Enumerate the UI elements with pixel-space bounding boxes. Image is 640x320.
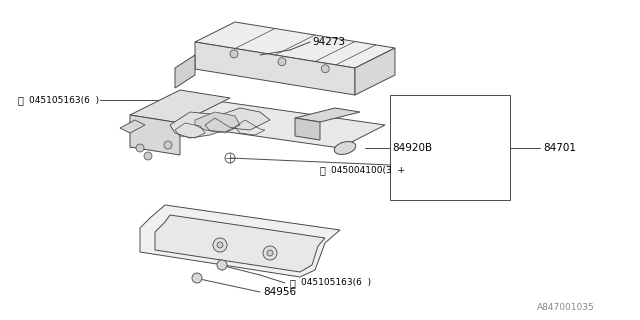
- Bar: [390, 95, 510, 200]
- Circle shape: [217, 242, 223, 248]
- Polygon shape: [295, 118, 320, 140]
- Circle shape: [278, 58, 286, 66]
- Polygon shape: [155, 215, 325, 272]
- Circle shape: [267, 250, 273, 256]
- Text: A847001035: A847001035: [537, 303, 595, 312]
- Text: 84701: 84701: [543, 143, 576, 153]
- Polygon shape: [195, 112, 240, 132]
- Polygon shape: [130, 115, 180, 155]
- Ellipse shape: [334, 141, 356, 155]
- Circle shape: [217, 260, 227, 270]
- Text: Ⓢ: Ⓢ: [320, 165, 326, 175]
- Circle shape: [144, 152, 152, 160]
- Polygon shape: [120, 120, 145, 133]
- Circle shape: [192, 273, 202, 283]
- Polygon shape: [355, 48, 395, 95]
- Text: 045105163(6  ): 045105163(6 ): [301, 278, 371, 287]
- Circle shape: [230, 50, 238, 58]
- Polygon shape: [130, 95, 385, 148]
- Circle shape: [164, 141, 172, 149]
- Circle shape: [321, 65, 329, 73]
- Polygon shape: [130, 90, 230, 123]
- Polygon shape: [295, 108, 360, 122]
- Text: 045004100(3  +: 045004100(3 +: [331, 165, 405, 174]
- Polygon shape: [170, 108, 270, 138]
- Text: 84920B: 84920B: [392, 143, 432, 153]
- Text: Ⓢ: Ⓢ: [290, 278, 296, 288]
- Circle shape: [136, 144, 144, 152]
- Circle shape: [213, 238, 227, 252]
- Polygon shape: [195, 22, 395, 68]
- Polygon shape: [175, 55, 195, 88]
- Text: 84956: 84956: [263, 287, 296, 297]
- Text: 045105163(6  ): 045105163(6 ): [29, 95, 99, 105]
- Text: 94273: 94273: [312, 37, 345, 47]
- Polygon shape: [140, 205, 340, 277]
- Text: Ⓢ: Ⓢ: [18, 95, 24, 105]
- Polygon shape: [195, 42, 355, 95]
- Circle shape: [263, 246, 277, 260]
